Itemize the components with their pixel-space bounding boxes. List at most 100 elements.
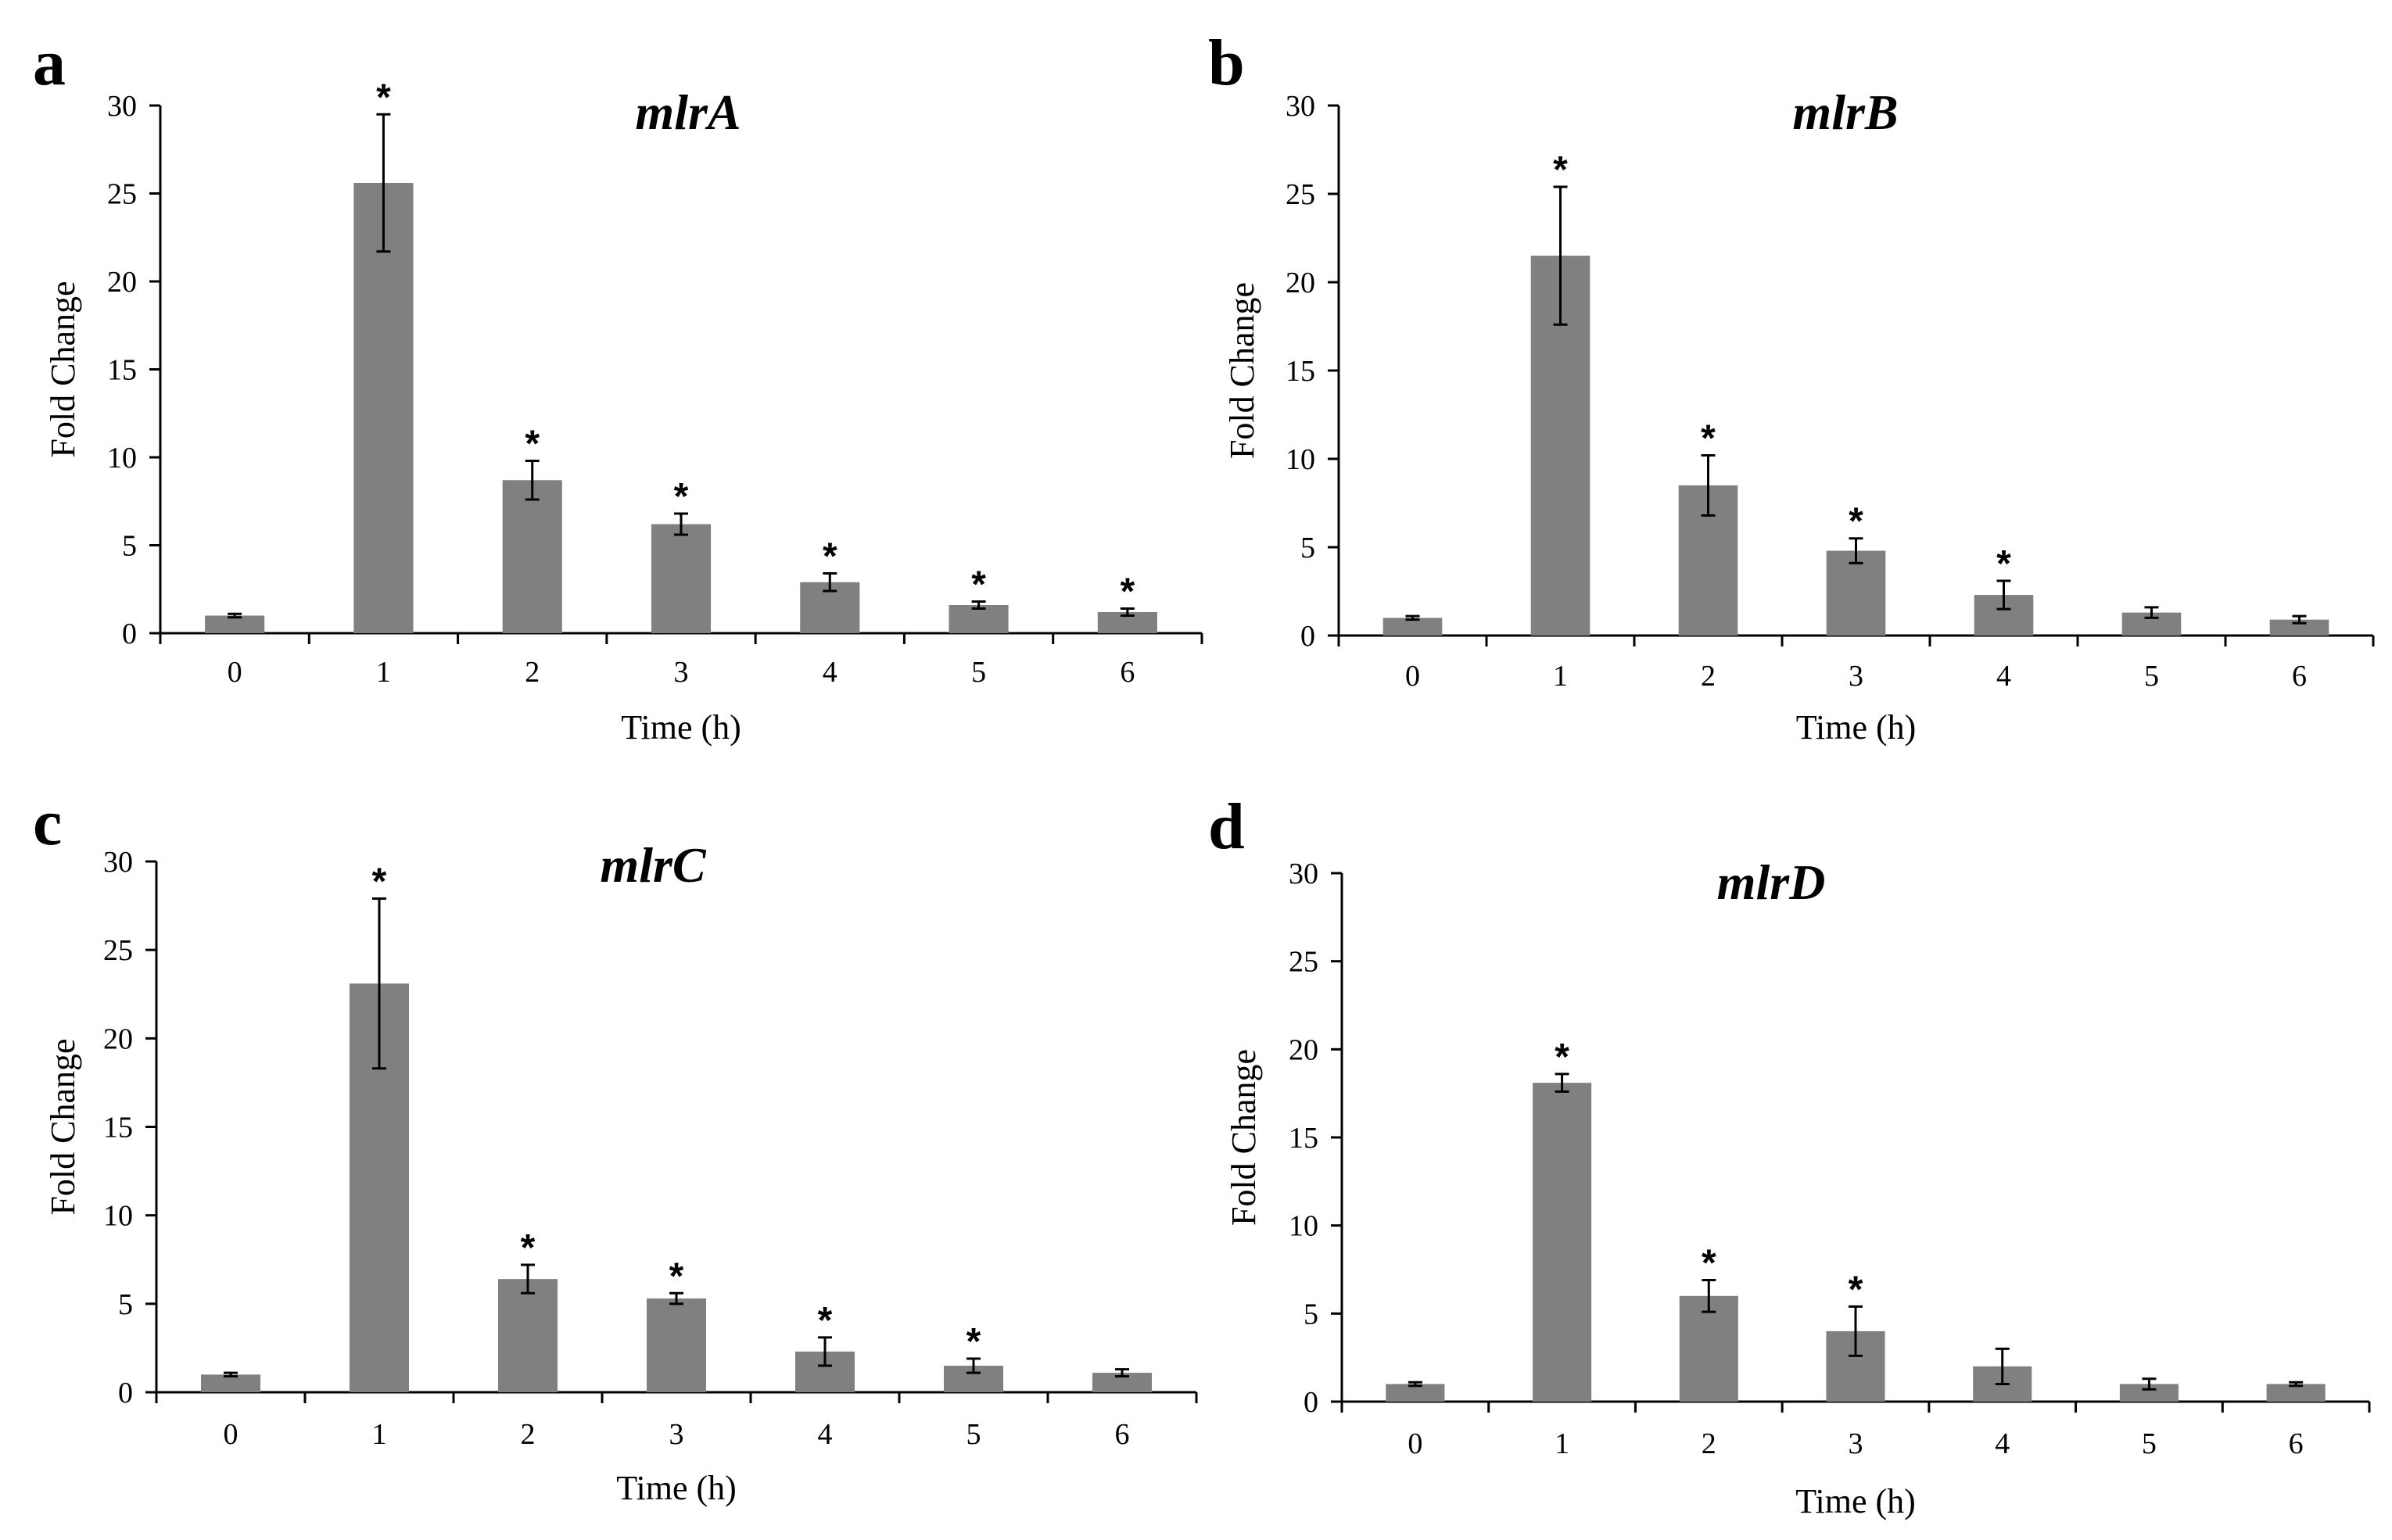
panel-c-significance-mark: * (818, 1300, 833, 1341)
panel-d-title: mlrD (1717, 854, 1826, 910)
panel-b-x-tick-label: 3 (1849, 660, 1863, 693)
panel-b-significance-mark: * (1701, 417, 1716, 459)
panel-c-y-tick-label: 25 (103, 934, 133, 967)
panel-c-y-tick-label: 30 (103, 846, 133, 879)
panel-a-significance-mark: * (823, 536, 837, 578)
panel-a-x-tick-label: 3 (674, 656, 689, 689)
panel-d-bar (2119, 1384, 2179, 1402)
panel-a-significance-mark: * (1121, 571, 1135, 613)
panel-b-x-axis-title: Time (h) (1796, 708, 1917, 747)
panel-a-x-tick-label: 1 (376, 656, 391, 689)
panel-a-y-tick-label: 10 (107, 442, 137, 475)
panel-c-x-axis-title: Time (h) (616, 1469, 737, 1507)
panel-b-significance-mark: * (1849, 501, 1863, 543)
panel-c-x-tick-label: 1 (372, 1418, 387, 1451)
panel-c-significance-mark: * (966, 1321, 981, 1363)
panel-c-y-tick-label: 20 (103, 1022, 133, 1055)
panel-a-bar (205, 615, 265, 633)
panel-c-x-tick-label: 5 (966, 1418, 981, 1451)
panel-d-label: d (1208, 790, 1245, 863)
panel-a-significance-mark: * (376, 77, 391, 118)
panel-a-bar (502, 480, 562, 633)
panel-c-x-tick-label: 3 (669, 1418, 684, 1451)
panel-c-y-tick-label: 10 (103, 1200, 133, 1233)
panel-a-x-tick-label: 6 (1120, 656, 1135, 689)
panel-b-bar (2269, 619, 2329, 636)
panel-b-y-tick-label: 25 (1286, 178, 1315, 211)
panel-a-y-tick-label: 25 (107, 178, 137, 211)
panel-c-x-tick-label: 6 (1115, 1418, 1130, 1451)
panel-b-x-tick-label: 2 (1701, 660, 1716, 693)
panel-c-y-tick-label: 5 (118, 1288, 133, 1321)
panel-b-significance-mark: * (1996, 543, 2011, 585)
panel-b-title: mlrB (1792, 84, 1898, 140)
panel-d-significance-mark: * (1849, 1269, 1863, 1310)
panel-d-x-tick-label: 0 (1408, 1427, 1422, 1460)
panel-a-y-tick-label: 5 (122, 530, 137, 563)
panel-a-y-tick-label: 30 (107, 90, 137, 123)
panel-a-y-axis-title: Fold Change (44, 281, 82, 457)
panel-d-bar (1533, 1083, 1592, 1402)
panel-c-bar (647, 1298, 706, 1392)
panel-a-x-tick-label: 5 (971, 656, 986, 689)
panel-b-y-tick-label: 20 (1286, 267, 1315, 299)
panel-a-x-tick-label: 0 (228, 656, 242, 689)
panel-b-y-axis-title: Fold Change (1223, 282, 1261, 459)
panel-a-y-tick-label: 15 (107, 354, 137, 387)
panel-b-y-tick-label: 0 (1300, 620, 1315, 653)
panel-c-y-tick-label: 0 (118, 1377, 133, 1409)
panel-a-significance-mark: * (674, 476, 689, 518)
panel-c-y-tick-label: 15 (103, 1112, 133, 1144)
panel-a-bar (651, 524, 712, 633)
panel-b-x-tick-label: 5 (2144, 660, 2159, 693)
panel-b-significance-mark: * (1553, 149, 1568, 191)
panel-c-significance-mark: * (372, 861, 387, 903)
panel-c-y-axis-title: Fold Change (44, 1038, 82, 1215)
panel-a-significance-mark: * (971, 564, 986, 606)
panel-d-y-tick-label: 15 (1289, 1122, 1318, 1155)
panel-b-x-tick-label: 4 (1996, 660, 2011, 693)
panel-b-y-tick-label: 15 (1286, 355, 1315, 388)
panel-d-x-tick-label: 4 (1995, 1427, 2010, 1460)
panel-b-label: b (1208, 27, 1245, 99)
panel-c-title: mlrC (600, 837, 706, 893)
panel-d-x-tick-label: 5 (2142, 1427, 2157, 1460)
panel-d-y-axis-title: Fold Change (1225, 1049, 1263, 1226)
panel-a-y-tick-label: 20 (107, 266, 137, 299)
panel-b-y-tick-label: 10 (1286, 443, 1315, 476)
panel-d-y-tick-label: 0 (1304, 1386, 1318, 1419)
panel-b-x-tick-label: 1 (1553, 660, 1568, 693)
panel-b-bar (1382, 618, 1443, 636)
panel-b-y-tick-label: 5 (1300, 532, 1315, 564)
panel-d-y-tick-label: 30 (1289, 858, 1318, 890)
panel-d-y-tick-label: 10 (1289, 1210, 1318, 1243)
panel-c-bar (201, 1374, 260, 1392)
panel-c-x-tick-label: 2 (521, 1418, 536, 1451)
panel-a-label: a (33, 27, 66, 99)
panel-a-x-tick-label: 2 (525, 656, 540, 689)
panel-d-significance-mark: * (1555, 1037, 1569, 1078)
panel-d-bar (1386, 1384, 1445, 1402)
panel-d-significance-mark: * (1702, 1243, 1716, 1284)
panel-c-label: c (33, 786, 62, 859)
panel-c-x-tick-label: 0 (224, 1418, 238, 1451)
panel-d-x-tick-label: 1 (1555, 1427, 1569, 1460)
panel-c-bar (498, 1279, 558, 1392)
panel-b-x-tick-label: 6 (2292, 660, 2307, 693)
panel-a-significance-mark: * (525, 424, 540, 465)
panel-a-bar (353, 183, 414, 633)
panel-a-title: mlrA (635, 84, 741, 140)
panel-a-x-tick-label: 4 (823, 656, 837, 689)
panel-d-y-tick-label: 20 (1289, 1033, 1318, 1066)
panel-d-y-tick-label: 25 (1289, 946, 1318, 979)
panel-d-x-tick-label: 2 (1702, 1427, 1716, 1460)
panel-c-significance-mark: * (521, 1227, 536, 1269)
panel-b-x-tick-label: 0 (1405, 660, 1420, 693)
panel-d-x-tick-label: 3 (1849, 1427, 1863, 1460)
panel-d-x-tick-label: 6 (2289, 1427, 2304, 1460)
panel-d-x-axis-title: Time (h) (1795, 1482, 1916, 1520)
panel-b-y-tick-label: 30 (1286, 90, 1315, 123)
panel-d-y-tick-label: 5 (1304, 1298, 1318, 1330)
panel-d-bar (1679, 1295, 1738, 1402)
